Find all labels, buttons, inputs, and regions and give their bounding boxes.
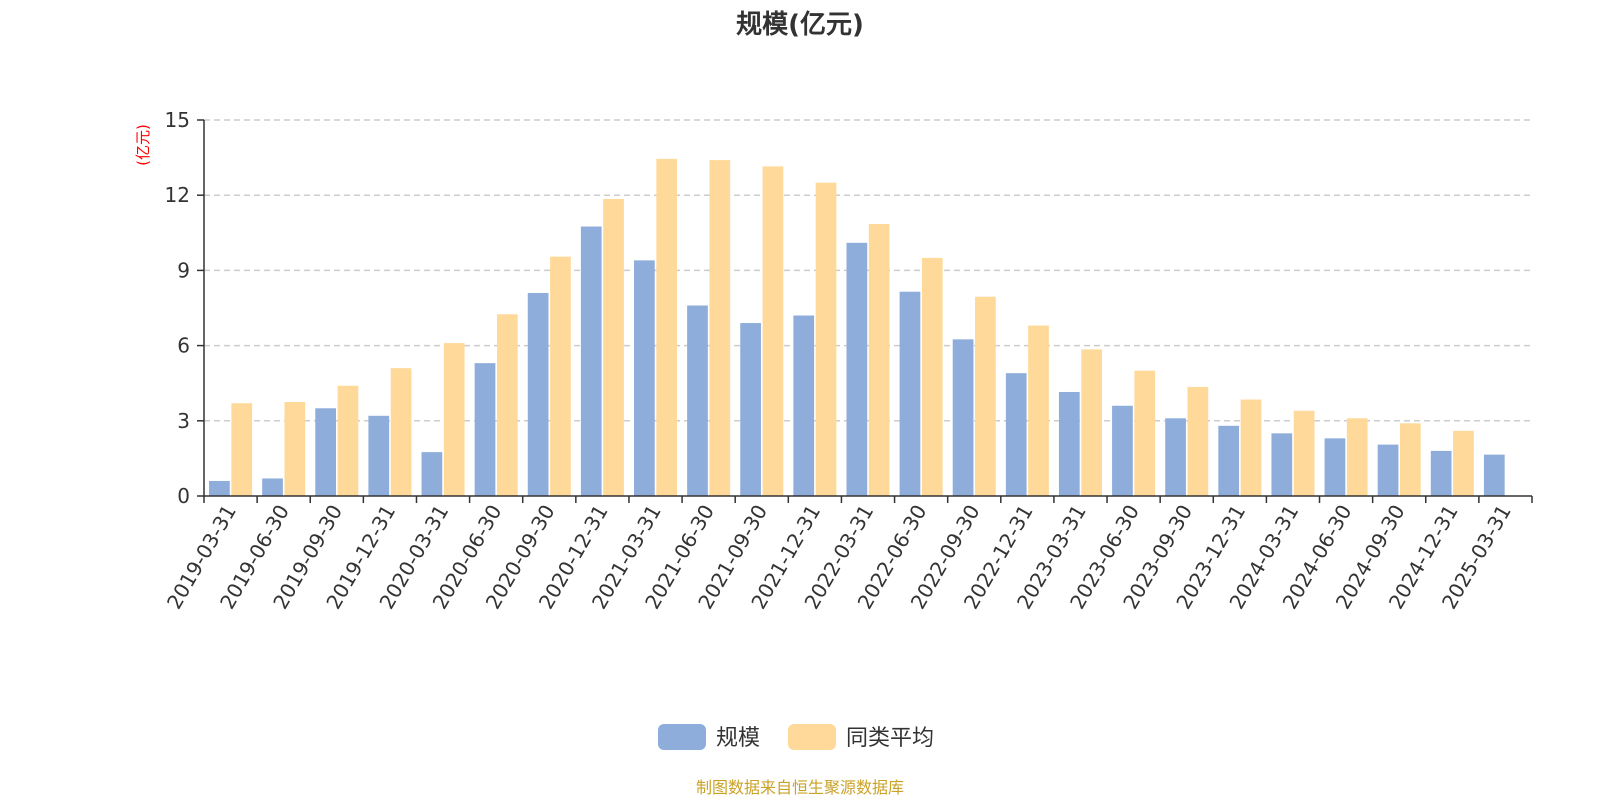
bar-scale — [315, 408, 337, 496]
bar-scale — [527, 292, 549, 496]
bar-scale — [846, 242, 868, 496]
bar-scale — [209, 480, 230, 496]
bar-scale — [952, 339, 974, 496]
bar-peer-average — [284, 402, 306, 496]
grid-lines — [204, 119, 1532, 422]
legend[interactable]: 规模 同类平均 — [658, 724, 934, 751]
y-axis-unit-label: (亿元) — [134, 124, 152, 166]
bar-peer-average — [1293, 410, 1315, 496]
bars — [209, 158, 1505, 497]
bar-peer-average — [1134, 370, 1156, 496]
chart-title: 规模(亿元) — [736, 10, 864, 40]
bar-peer-average — [975, 296, 996, 496]
bar-peer-average — [1453, 430, 1474, 496]
bar-peer-average — [1028, 325, 1049, 496]
legend-swatch[interactable] — [658, 724, 706, 750]
bar-scale — [421, 452, 443, 496]
bar-scale — [634, 260, 655, 496]
bar-scale — [687, 305, 708, 496]
bar-peer-average — [1187, 386, 1209, 496]
bar-scale — [1058, 391, 1080, 496]
bar-scale — [1483, 454, 1505, 496]
bar-peer-average — [1346, 418, 1368, 496]
bar-scale — [1218, 425, 1240, 496]
bar-scale — [1430, 450, 1452, 496]
y-tick-label: 6 — [177, 334, 190, 358]
legend-swatch[interactable] — [788, 724, 836, 750]
bar-peer-average — [815, 182, 837, 496]
bar-peer-average — [1081, 349, 1102, 496]
bar-scale — [1112, 405, 1133, 496]
bar-scale — [262, 478, 283, 496]
bar-scale — [1324, 438, 1346, 496]
y-tick-label: 0 — [177, 484, 190, 508]
bar-scale — [1271, 433, 1293, 496]
legend-label[interactable]: 规模 — [716, 726, 760, 751]
bar-peer-average — [762, 166, 784, 496]
bar-peer-average — [496, 314, 518, 496]
bar-scale — [1165, 418, 1186, 496]
bar-peer-average — [868, 224, 890, 496]
bar-peer-average — [550, 256, 571, 496]
bar-peer-average — [1240, 399, 1262, 496]
bar-peer-average — [337, 385, 359, 496]
bar-scale — [474, 363, 496, 496]
bar-scale — [899, 291, 921, 496]
y-tick-label: 3 — [177, 409, 190, 433]
bar-scale — [580, 226, 602, 497]
bar-scale — [1377, 444, 1399, 496]
bar-peer-average — [709, 160, 731, 496]
y-tick-label: 15 — [165, 108, 190, 132]
bar-peer-average — [603, 198, 624, 496]
bar-peer-average — [656, 158, 678, 496]
bar-peer-average — [443, 343, 465, 496]
bar-peer-average — [1399, 423, 1421, 496]
legend-label[interactable]: 同类平均 — [846, 726, 934, 751]
bar-peer-average — [231, 403, 253, 496]
bar-scale — [793, 315, 815, 496]
y-tick-label: 12 — [165, 183, 190, 207]
bar-peer-average — [921, 257, 943, 496]
bar-peer-average — [390, 368, 412, 496]
bar-scale — [368, 415, 390, 496]
source-note: 制图数据来自恒生聚源数据库 — [696, 778, 904, 797]
y-tick-label: 9 — [177, 258, 190, 282]
bar-scale — [1005, 373, 1027, 496]
bar-scale — [740, 323, 761, 496]
